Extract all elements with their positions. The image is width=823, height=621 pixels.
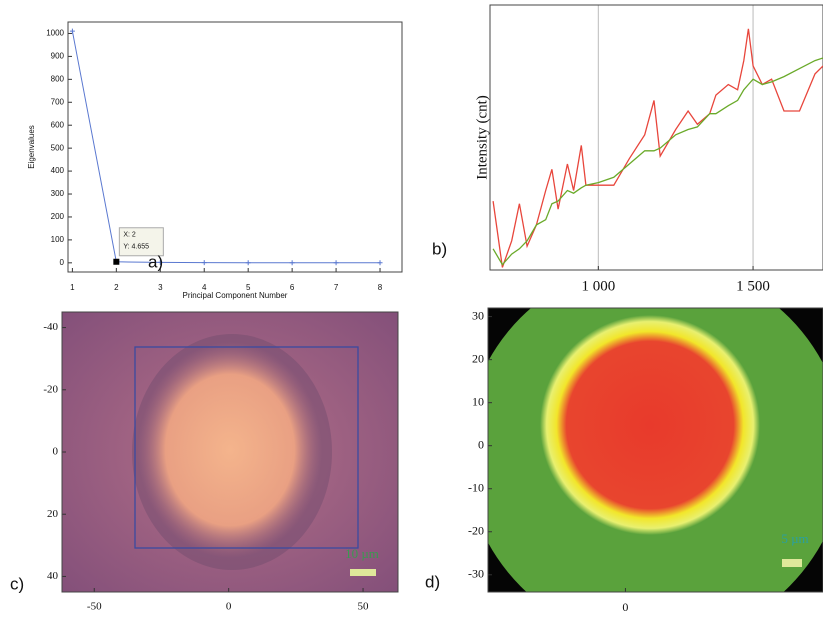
x-axis-label: Principal Component Number bbox=[183, 291, 288, 300]
x-tick-label: 6 bbox=[290, 283, 295, 292]
point-marker bbox=[245, 260, 251, 266]
y-tick-label: 500 bbox=[51, 143, 65, 152]
y-tick-label: 30 bbox=[472, 308, 484, 322]
y-tick-label: 1000 bbox=[46, 29, 64, 38]
series-line bbox=[71, 31, 380, 264]
x-tick-label: 5 bbox=[246, 283, 251, 292]
y-tick-label: -40 bbox=[43, 321, 58, 333]
x-tick-label: 2 bbox=[114, 283, 119, 292]
x-tick-label: -50 bbox=[87, 601, 102, 613]
tooltip-text: X: 2 bbox=[123, 232, 136, 239]
x-tick-label: 0 bbox=[226, 601, 232, 613]
point-marker bbox=[69, 28, 75, 34]
x-tick-label: 4 bbox=[202, 283, 207, 292]
point-marker bbox=[157, 259, 163, 265]
y-tick-label: 900 bbox=[51, 52, 65, 61]
y-tick-label: 400 bbox=[51, 166, 65, 175]
plot-frame bbox=[487, 307, 823, 593]
plot-frame bbox=[489, 4, 823, 271]
y-tick-label: -20 bbox=[468, 524, 484, 538]
selected-point bbox=[113, 258, 120, 265]
y-axis-label: Intensity (cnt) bbox=[474, 95, 490, 180]
plot-frame bbox=[61, 311, 399, 593]
point-marker bbox=[333, 260, 339, 266]
point-marker bbox=[201, 260, 207, 266]
y-tick-label: 10 bbox=[472, 394, 484, 408]
plot-frame bbox=[67, 21, 403, 273]
y-tick-label: 0 bbox=[53, 446, 59, 458]
y-tick-label: 200 bbox=[51, 212, 65, 221]
panel-label: d) bbox=[425, 572, 440, 591]
panel-label: b) bbox=[432, 239, 447, 258]
raman-map bbox=[488, 308, 823, 592]
x-tick-label: 50 bbox=[358, 601, 370, 613]
y-tick-label: 600 bbox=[51, 120, 65, 129]
y-tick-label: 20 bbox=[472, 351, 484, 365]
scale-bar-label: 10 µm bbox=[345, 546, 379, 561]
y-tick-label: -20 bbox=[43, 383, 58, 395]
tooltip-box bbox=[118, 227, 164, 257]
point-marker bbox=[289, 260, 295, 266]
x-tick-label: 8 bbox=[378, 283, 383, 292]
y-tick-label: 300 bbox=[51, 189, 65, 198]
scale-bar bbox=[782, 559, 802, 567]
y-tick-label: 800 bbox=[51, 74, 65, 83]
series-line bbox=[492, 28, 823, 268]
x-tick-label: 0 bbox=[622, 600, 628, 614]
point-marker bbox=[377, 260, 383, 266]
y-tick-label: 700 bbox=[51, 97, 65, 106]
y-axis-label: Eigenvalues bbox=[27, 125, 36, 169]
y-tick-label: -10 bbox=[468, 480, 484, 494]
x-tick-label: 1 000 bbox=[581, 278, 615, 294]
panel-label: c) bbox=[10, 574, 24, 593]
x-tick-label: 1 500 bbox=[736, 278, 770, 294]
y-tick-label: -30 bbox=[468, 567, 484, 581]
y-tick-label: 20 bbox=[47, 508, 59, 520]
y-tick-label: 40 bbox=[47, 570, 59, 582]
scale-bar bbox=[350, 569, 376, 576]
micrograph bbox=[62, 312, 398, 592]
series-line bbox=[492, 57, 823, 266]
x-tick-label: 3 bbox=[158, 283, 163, 292]
scale-bar-label: 5 µm bbox=[781, 531, 808, 546]
x-tick-label: 7 bbox=[334, 283, 339, 292]
y-tick-label: 0 bbox=[478, 437, 484, 451]
x-tick-label: 1 bbox=[70, 283, 75, 292]
tooltip-text: Y: 4.655 bbox=[123, 244, 149, 251]
panel-label: a) bbox=[148, 252, 163, 271]
y-tick-label: 0 bbox=[60, 258, 65, 267]
y-tick-label: 100 bbox=[51, 235, 65, 244]
